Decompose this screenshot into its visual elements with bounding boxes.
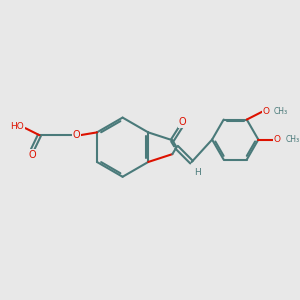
Text: H: H <box>194 168 200 177</box>
Text: O: O <box>28 150 36 160</box>
Text: HO: HO <box>11 122 24 131</box>
Text: CH₃: CH₃ <box>274 106 288 116</box>
Text: O: O <box>178 118 186 128</box>
Text: O: O <box>73 130 80 140</box>
Text: CH₃: CH₃ <box>286 135 300 144</box>
Text: O: O <box>274 135 281 144</box>
Text: O: O <box>262 106 269 116</box>
